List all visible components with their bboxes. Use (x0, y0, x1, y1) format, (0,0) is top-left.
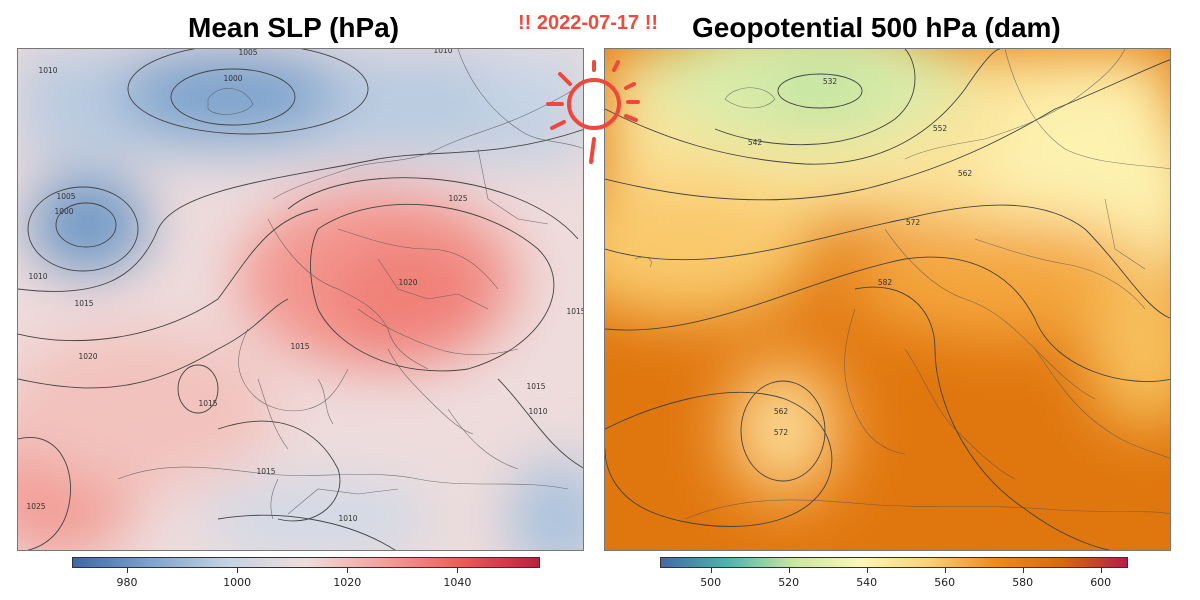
slp-colorbar (72, 557, 540, 568)
colorbar-tick (457, 568, 459, 573)
colorbar-tick (944, 568, 946, 573)
colorbar-tick (237, 568, 239, 573)
colorbar-tick (788, 568, 790, 573)
geopotential-map-svg: 532 542 552 562 572 582 562 572 (605, 49, 1170, 550)
contour-label: 532 (823, 77, 838, 86)
colorbar-tick-label: 1000 (223, 576, 252, 589)
sun-icon (546, 60, 640, 164)
colorbar-tick-label: 560 (934, 576, 956, 589)
colorbar-tick-label: 500 (700, 576, 722, 589)
colorbar-tick (866, 568, 868, 573)
contour-label: 1010 (433, 49, 452, 55)
colorbar-tick (127, 568, 129, 573)
colorbar-tick (1100, 568, 1102, 573)
contour-label: 1005 (238, 49, 257, 57)
contour-label: 562 (958, 169, 973, 178)
contour-label: 582 (878, 278, 893, 287)
contour-label: 1015 (198, 399, 217, 408)
contour-label: 1000 (54, 207, 73, 216)
contour-label: 542 (748, 138, 763, 147)
colorbar-tick (347, 568, 349, 573)
contour-label: 1010 (338, 514, 357, 523)
contour-label: 1005 (56, 192, 75, 201)
colorbar-tick-label: 580 (1012, 576, 1034, 589)
colorbar-tick-label: 600 (1090, 576, 1112, 589)
geopotential-contour-labels: 532 542 552 562 572 582 562 572 (748, 77, 973, 437)
contour-label: 572 (774, 428, 789, 437)
contour-label: 572 (906, 218, 921, 227)
slp-map-svg: 1005 1000 1010 1010 1005 1000 1010 1015 1020 1025… (18, 49, 584, 550)
slp-panel-title: Mean SLP (hPa) (188, 12, 400, 43)
contour-label: 1000 (223, 74, 242, 83)
contour-label: 552 (933, 124, 948, 133)
colorbar-tick (1022, 568, 1024, 573)
date-badge: !! 2022-07-17 !! (518, 12, 659, 34)
slp-contour-labels: 1005 1000 1010 1010 1005 1000 1010 1015 1020 1025… (26, 49, 584, 523)
contour-label: 1015 (74, 299, 93, 308)
contour-label: 1010 (38, 66, 57, 75)
contour-label: 1015 (566, 307, 584, 316)
colorbar-tick-label: 1020 (333, 576, 362, 589)
slp-map: 1005 1000 1010 1010 1005 1000 1010 1015 1020 1025… (17, 48, 584, 551)
geopotential-map: 532 542 552 562 572 582 562 572 (604, 48, 1171, 551)
contour-label: 1020 (398, 278, 417, 287)
colorbar-tick-label: 980 (116, 576, 138, 589)
geopotential-panel-title: Geopotential 500 hPa (dam) (692, 12, 1061, 43)
colorbar-tick-label: 520 (778, 576, 800, 589)
contour-label: 1025 (448, 194, 467, 203)
colorbar-tick (710, 568, 712, 573)
contour-label: 562 (774, 407, 789, 416)
colorbar-tick-label: 1040 (443, 576, 472, 589)
contour-label: 1015 (256, 467, 275, 476)
contour-label: 1015 (526, 382, 545, 391)
contour-label: 1010 (528, 407, 547, 416)
contour-label: 1010 (28, 272, 47, 281)
colorbar-tick-label: 540 (856, 576, 878, 589)
geopotential-colorbar (660, 557, 1128, 568)
contour-label: 1015 (290, 342, 309, 351)
contour-label: 1025 (26, 502, 45, 511)
contour-label: 1020 (78, 352, 97, 361)
